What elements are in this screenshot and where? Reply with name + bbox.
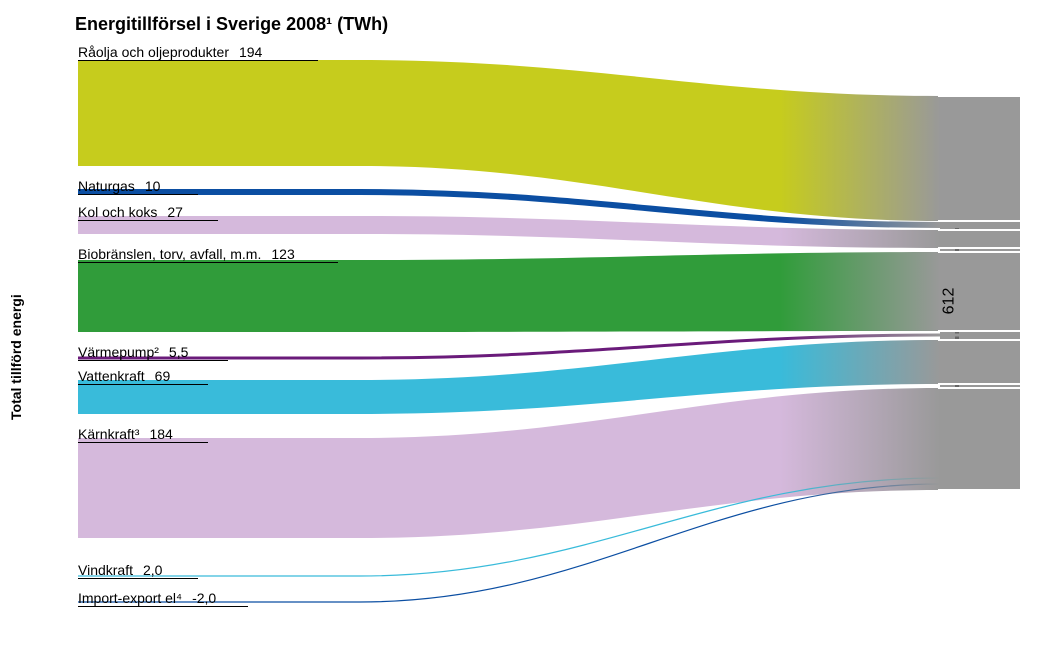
flow-label-value: -2,0 <box>192 590 216 606</box>
flow-label-kol: Kol och koks 27 <box>78 204 183 220</box>
flow-label-name: Biobränslen, torv, avfall, m.m. <box>78 246 261 262</box>
flow-bio <box>78 252 1020 332</box>
flow-label-name: Import-export el⁴ <box>78 590 182 606</box>
flow-label-value: 69 <box>155 368 171 384</box>
flow-label-underline <box>78 360 228 361</box>
flow-label-naturgas: Naturgas 10 <box>78 178 160 194</box>
flow-label-name: Vattenkraft <box>78 368 145 384</box>
flow-label-value: 10 <box>145 178 161 194</box>
flow-label-bio: Biobränslen, torv, avfall, m.m. 123 <box>78 246 295 262</box>
flow-label-name: Vindkraft <box>78 562 133 578</box>
flow-label-name: Naturgas <box>78 178 135 194</box>
flow-label-name: Kärnkraft³ <box>78 426 139 442</box>
flow-label-underline <box>78 384 208 385</box>
flow-label-vindkraft: Vindkraft 2,0 <box>78 562 162 578</box>
flow-label-value: 27 <box>167 204 183 220</box>
flow-label-raolja: Råolja och oljeprodukter 194 <box>78 44 262 60</box>
flow-label-name: Kol och koks <box>78 204 157 220</box>
flow-label-value: 184 <box>149 426 172 442</box>
sankey-diagram: Energitillförsel i Sverige 2008¹ (TWh) T… <box>0 0 1054 650</box>
flow-label-underline <box>78 60 318 61</box>
flow-label-underline <box>78 194 198 195</box>
flow-kol <box>78 216 1020 248</box>
flow-label-underline <box>78 606 248 607</box>
flow-label-value: 123 <box>271 246 294 262</box>
sink-total-value: 612 <box>940 288 958 315</box>
flow-label-varmepump: Värmepump² 5,5 <box>78 344 188 360</box>
flow-label-importexport: Import-export el⁴ -2,0 <box>78 590 216 606</box>
flow-label-value: 5,5 <box>169 344 188 360</box>
flow-label-name: Råolja och oljeprodukter <box>78 44 229 60</box>
flow-label-underline <box>78 578 198 579</box>
flow-label-underline <box>78 442 208 443</box>
flows-svg <box>0 0 1054 650</box>
flow-label-vattenkraft: Vattenkraft 69 <box>78 368 170 384</box>
flow-label-underline <box>78 220 218 221</box>
flow-label-underline <box>78 262 338 263</box>
flow-label-value: 194 <box>239 44 262 60</box>
flow-label-name: Värmepump² <box>78 344 159 360</box>
flow-label-value: 2,0 <box>143 562 162 578</box>
flow-label-karnkraft: Kärnkraft³ 184 <box>78 426 173 442</box>
